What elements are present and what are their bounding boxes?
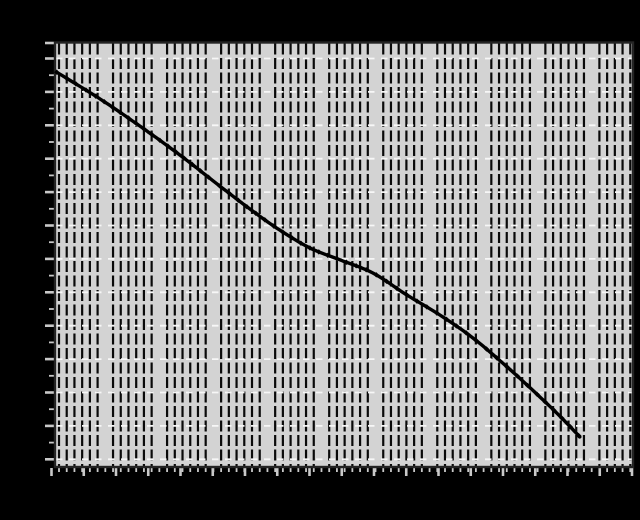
series-marker — [343, 259, 350, 265]
series-marker — [109, 104, 116, 110]
series-marker — [383, 278, 390, 284]
series-marker — [483, 346, 490, 352]
horizontal-gridlines — [56, 57, 632, 461]
series-marker — [149, 131, 155, 138]
series-marker — [289, 235, 295, 241]
series-marker — [453, 323, 460, 329]
curve-markers — [54, 69, 582, 439]
x-axis-ticks — [50, 468, 634, 476]
series-marker — [494, 355, 500, 361]
series-marker — [226, 190, 233, 197]
series-marker — [325, 252, 331, 258]
series-marker — [551, 407, 557, 414]
series-marker — [117, 109, 123, 116]
axes-frame — [53, 41, 635, 469]
series-marker — [363, 267, 369, 273]
series-marker — [307, 245, 313, 251]
series-marker — [125, 115, 131, 121]
series-marker — [576, 433, 582, 439]
series-marker — [394, 285, 400, 292]
series-marker — [473, 337, 479, 344]
series-marker — [271, 223, 277, 229]
series-marker — [63, 75, 70, 81]
series-marker — [165, 143, 171, 149]
series-marker — [280, 229, 286, 235]
series-marker — [534, 391, 540, 397]
series-marker — [205, 174, 212, 180]
series-marker — [433, 310, 440, 316]
series-marker — [334, 255, 340, 262]
y-axis-ticks — [45, 41, 54, 461]
plot-frame — [53, 41, 635, 469]
series-marker — [524, 382, 531, 389]
series-marker — [141, 126, 147, 132]
series-marker — [54, 69, 60, 75]
series-marker — [504, 364, 510, 370]
series-marker — [73, 81, 79, 87]
series-marker — [92, 93, 99, 99]
series-marker — [443, 316, 450, 323]
series-marker — [424, 304, 430, 310]
series-marker — [83, 87, 89, 93]
series-marker — [262, 217, 268, 223]
vertical-gridlines — [57, 43, 632, 466]
series-marker — [414, 298, 420, 304]
series-marker — [189, 161, 195, 168]
series-marker — [463, 330, 469, 336]
series-marker — [404, 292, 410, 298]
series-marker — [235, 197, 241, 203]
series-marker — [559, 415, 565, 421]
series-marker — [244, 204, 250, 210]
series-marker — [197, 168, 204, 174]
series-marker — [181, 155, 187, 161]
series-marker — [253, 210, 259, 217]
series-marker — [316, 249, 322, 255]
series-marker — [217, 183, 223, 189]
series-marker — [101, 98, 107, 105]
series-marker — [514, 373, 521, 379]
series-marker — [157, 137, 163, 144]
series-marker — [373, 272, 379, 278]
series-marker — [173, 149, 179, 155]
series-marker — [298, 240, 304, 246]
series-marker — [353, 263, 359, 269]
series-marker — [567, 424, 573, 430]
series-marker — [542, 399, 548, 405]
series-marker — [133, 120, 139, 127]
